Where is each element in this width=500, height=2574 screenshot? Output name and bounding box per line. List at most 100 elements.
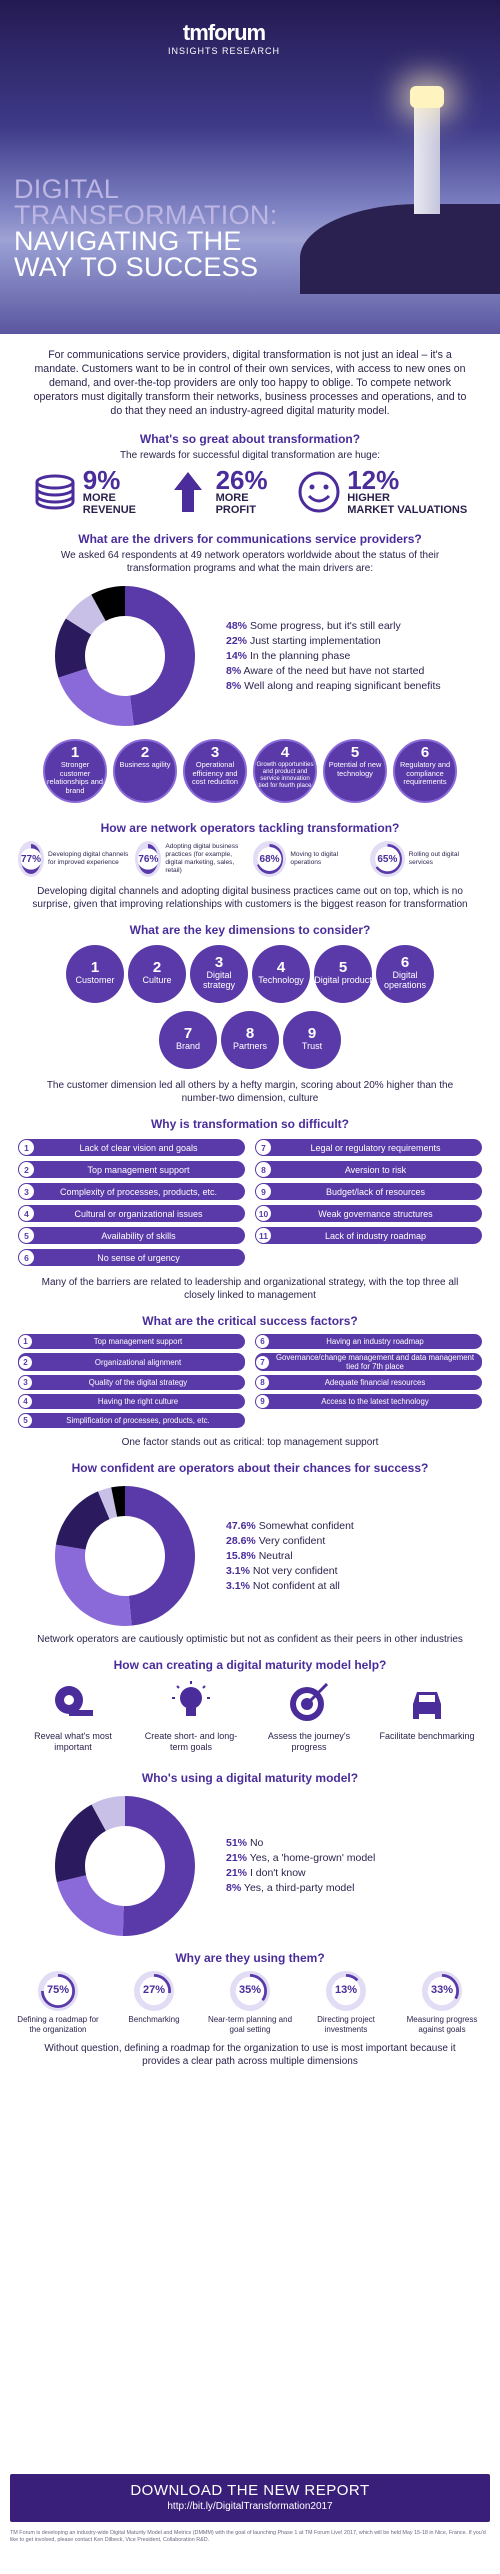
reward-label: MARKET VALUATIONS xyxy=(347,504,468,516)
section-heading: How confident are operators about their … xyxy=(71,1461,429,1475)
reward-stat: 12% HIGHER MARKET VALUATIONS xyxy=(297,465,468,516)
legend-item: 21% I don't know xyxy=(226,1866,375,1881)
dimension-circle: 6 Digital operations xyxy=(376,945,434,1003)
barrier-label: Cultural or organizational issues xyxy=(74,1208,203,1219)
legend-label: Not very confident xyxy=(252,1564,338,1577)
driver-label: Potential of new technology xyxy=(328,760,382,778)
factor-number: 6 xyxy=(256,1335,269,1348)
title-line: WAY TO SUCCESS xyxy=(14,252,259,282)
dimension-number: 5 xyxy=(338,959,348,976)
driver-circle: 3 Operational efficiency and cost reducti… xyxy=(183,739,247,803)
barrier-number: 7 xyxy=(256,1140,271,1155)
factor-number: 5 xyxy=(19,1414,32,1427)
legend-item: 22% Just starting implementation xyxy=(226,634,441,649)
donut-slice xyxy=(125,586,196,726)
legend-pct: 8% xyxy=(226,1882,242,1894)
factor-item: 5 Simplification of processes, products, … xyxy=(18,1413,245,1428)
reward-label: REVENUE xyxy=(82,504,136,516)
legend-label: Some progress, but it's still early xyxy=(249,619,401,632)
driver-label: Operational efficiency and cost reductio… xyxy=(191,760,238,786)
legend-item: 48% Some progress, but it's still early xyxy=(226,619,441,634)
legend-label: Very confident xyxy=(258,1534,326,1547)
benefit-item: Assess the journey's progress xyxy=(259,1680,359,1753)
factor-number: 4 xyxy=(19,1395,32,1408)
barrier-number: 11 xyxy=(256,1228,271,1243)
lighthouse-lamp xyxy=(410,86,444,108)
section-note: Without question, defining a roadmap for… xyxy=(44,2043,456,2067)
intro-text: For communications service providers, di… xyxy=(33,349,467,417)
donut-slice xyxy=(55,1491,110,1550)
reward-pct: 12% xyxy=(347,465,400,495)
dimension-circle: 5 Digital product xyxy=(314,945,372,1003)
factor-item: 7 Governance/change management and data m… xyxy=(255,1353,482,1371)
donut-slice xyxy=(58,668,134,726)
section-heading: How are network operators tackling trans… xyxy=(100,821,400,835)
tackling-ring: 65% xyxy=(369,841,405,877)
rewards-row: 9% MORE REVENUE 26% MORE PROFIT 12% HIGHER MAR… xyxy=(0,462,500,522)
legend-item: 3.1% Not confident at all xyxy=(226,1579,354,1594)
factor-number: 2 xyxy=(19,1355,32,1369)
driver-number: 6 xyxy=(420,744,430,761)
title-line: TRANSFORMATION: xyxy=(14,200,278,230)
legend-pct: 21% xyxy=(226,1852,248,1864)
factor-label: Adequate financial resources xyxy=(324,1378,426,1387)
section-heading: How can creating a digital maturity mode… xyxy=(113,1658,387,1672)
legend-item: 15.8% Neutral xyxy=(226,1549,354,1564)
donut-slice xyxy=(65,594,106,635)
barrier-number: 10 xyxy=(256,1206,271,1221)
download-report-button[interactable]: DOWNLOAD THE NEW REPORT http://bit.ly/Di… xyxy=(10,2474,490,2522)
benefit-label: Facilitate benchmarking xyxy=(379,1731,475,1741)
reward-label: PROFIT xyxy=(215,504,256,516)
logo-text: tmforum xyxy=(182,20,266,45)
section-subtitle: We asked 64 respondents at 49 network op… xyxy=(60,550,440,574)
driver-label: Growth opportunities and product and ser… xyxy=(256,761,314,789)
dimension-circle: 9 Trust xyxy=(283,1011,341,1069)
driver-label: Regulatory and compliance requirements xyxy=(399,760,451,786)
footer-text: TM Forum is developing an industry-wide … xyxy=(10,2530,486,2543)
legend-label: Yes, a 'home-grown' model xyxy=(249,1852,376,1864)
reason-label: Benchmarking xyxy=(128,2015,180,2024)
driver-number: 2 xyxy=(140,744,150,761)
barrier-item: 8 Aversion to risk xyxy=(255,1161,482,1178)
tackling-ring: 77% xyxy=(18,841,45,877)
reason-label: Defining a roadmap for the organization xyxy=(17,2015,99,2034)
driver-number: 1 xyxy=(70,744,80,761)
factor-label: Organizational alignment xyxy=(94,1357,182,1367)
reasons-row: 75% Defining a roadmap for the organizati… xyxy=(0,1965,500,2040)
usage-legend: 51% No 21% Yes, a 'home-grown' model 21%… xyxy=(226,1836,375,1896)
section-note: One factor stands out as critical: top m… xyxy=(121,1437,379,1448)
benefit-label: Assess the journey's progress xyxy=(267,1731,351,1752)
logo-subtitle: INSIGHTS RESEARCH xyxy=(168,46,281,56)
confidence-legend: 47.6% Somewhat confident 28.6% Very conf… xyxy=(226,1519,354,1594)
legend-pct: 8% xyxy=(226,664,242,677)
cta-title: DOWNLOAD THE NEW REPORT xyxy=(130,2482,370,2499)
dimensions-list: 1 Customer 2 Culture 3 Digital strategy 4 Te… xyxy=(0,937,500,1069)
legend-item: 21% Yes, a 'home-grown' model xyxy=(226,1851,375,1866)
legend-label: Not confident at all xyxy=(252,1579,340,1592)
donut-slice xyxy=(111,1486,125,1517)
dimension-label: Technology xyxy=(258,975,304,985)
donut-slice xyxy=(122,1796,195,1936)
status-donut-row: 48% Some progress, but it's still early … xyxy=(0,575,500,731)
legend-item: 47.6% Somewhat confident xyxy=(226,1519,354,1534)
driver-label: Stronger customer relationships and bran… xyxy=(47,760,103,795)
driver-circle: 4 Growth opportunities and product and se… xyxy=(253,739,317,803)
barrier-number: 2 xyxy=(19,1162,34,1177)
tackling-label: Developing digital channels for improved… xyxy=(48,851,129,866)
factor-number: 3 xyxy=(19,1376,32,1389)
barrier-number: 8 xyxy=(256,1162,271,1177)
driver-circle: 2 Business agility xyxy=(113,739,177,803)
barrier-number: 9 xyxy=(256,1184,271,1199)
benefit-item: Create short- and long-term goals xyxy=(141,1680,241,1753)
smile-icon xyxy=(298,471,340,513)
barrier-label: Weak governance structures xyxy=(318,1208,433,1219)
factor-number: 8 xyxy=(256,1376,269,1389)
dimension-label: Partners xyxy=(232,1041,267,1051)
section-heading: Why is transformation so difficult? xyxy=(150,1117,349,1131)
reason-item: 33% Measuring progress against goals xyxy=(399,1971,485,2034)
legend-label: Somewhat confident xyxy=(258,1519,354,1532)
report-link[interactable]: http://bit.ly/DigitalTransformation2017 xyxy=(167,2501,333,2512)
barrier-item: 5 Availability of skills xyxy=(18,1227,245,1244)
benefits-row: Reveal what's most important Create shor… xyxy=(0,1672,500,1761)
